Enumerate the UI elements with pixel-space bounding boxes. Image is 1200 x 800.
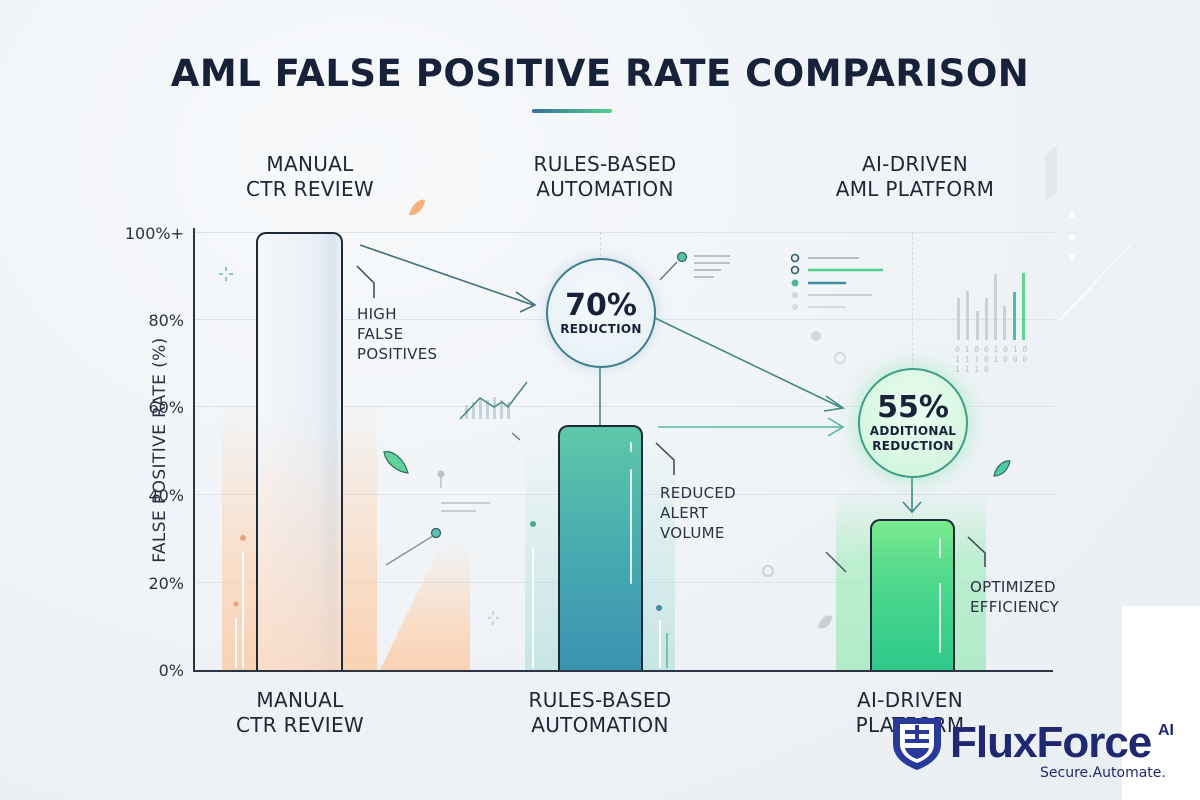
bar-rules-based-automation [558, 425, 643, 670]
brand-superscript: AI [1158, 722, 1174, 739]
gridline-100 [195, 232, 1055, 233]
brand-name: FluxForce [950, 718, 1152, 767]
chart-title: AML FALSE POSITIVE RATE COMPARISON [170, 52, 1030, 95]
annotation-reduced-alert-volume: REDUCED ALERT VOLUME [660, 484, 737, 542]
bar-shine [939, 583, 941, 653]
y-tick-40: 40% [148, 486, 184, 505]
bar-shine [630, 442, 632, 452]
y-tick-0: 0% [158, 661, 184, 680]
bottom-label-manual: MANUAL CTR REVIEW [236, 688, 364, 737]
top-label-ai: AI-DRIVEN AML PLATFORM [835, 152, 995, 201]
svg-text:1 1 1 0 1 0 0 0: 1 1 1 0 1 0 0 0 [955, 355, 1027, 364]
bar-manual-ctr-review [256, 232, 343, 670]
title-underline [532, 109, 612, 113]
y-tick-100: 100%+ [124, 224, 184, 243]
reduction-bubble-70: 70% REDUCTION [546, 258, 656, 368]
top-label-manual: MANUAL CTR REVIEW [246, 152, 374, 201]
svg-text:0 1 0 0 1 0 1 0: 0 1 0 0 1 0 1 0 [955, 345, 1027, 354]
top-label-rules: RULES-BASED AUTOMATION [533, 152, 677, 201]
brand-tagline: Secure.Automate. [1040, 765, 1166, 781]
reduction-bubble-55: 55% ADDITIONAL REDUCTION [858, 368, 968, 478]
shield-icon [893, 718, 941, 770]
y-tick-80: 80% [148, 311, 184, 330]
bar-manual-tint [258, 234, 341, 670]
y-tick-20: 20% [148, 574, 184, 593]
y-tick-60: 60% [148, 398, 184, 417]
bottom-label-rules: RULES-BASED AUTOMATION [528, 688, 672, 737]
bar-shine [630, 469, 632, 584]
bar-shine [939, 538, 941, 558]
logo-backdrop [1122, 606, 1200, 800]
annotation-high-false-positives: HIGH FALSE POSITIVES [357, 305, 438, 363]
bar-ai-driven-platform [870, 519, 955, 670]
y-axis [193, 228, 195, 672]
gridline-60 [195, 406, 1055, 407]
x-axis [193, 670, 1053, 672]
annotation-optimized-efficiency: OPTIMIZED EFFICIENCY [970, 578, 1060, 616]
svg-text:1 1 1 0: 1 1 1 0 [955, 365, 989, 374]
